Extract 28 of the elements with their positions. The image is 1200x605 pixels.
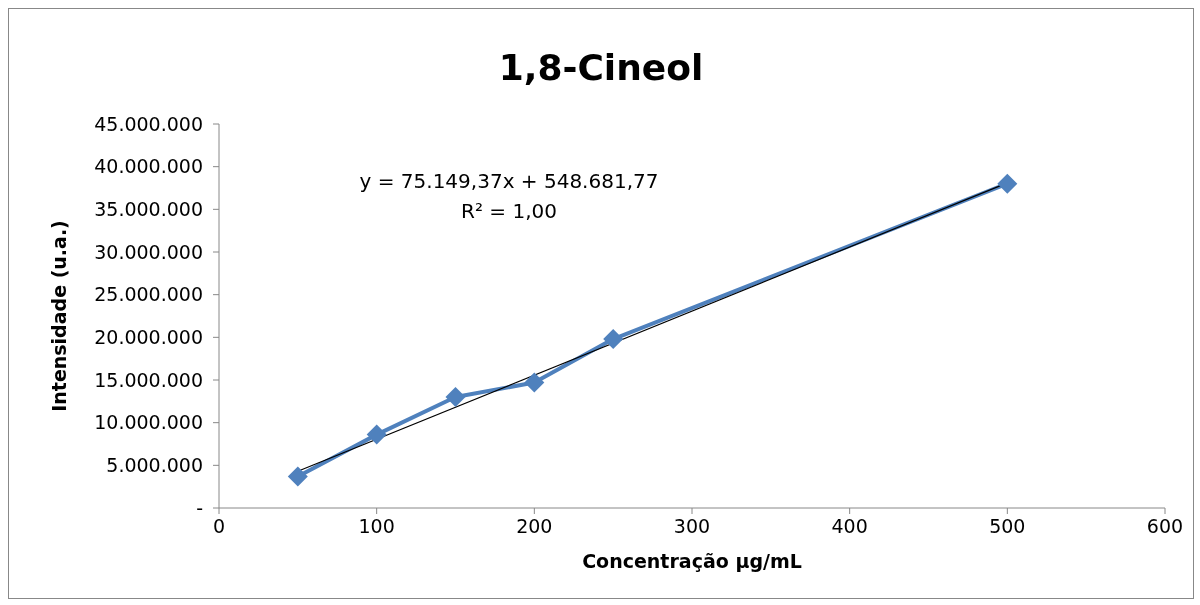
x-tick-label: 200 <box>516 515 553 538</box>
x-tick-label: 100 <box>358 515 395 538</box>
y-tick-label: - <box>196 496 203 519</box>
y-tick-label: 20.000.000 <box>94 326 203 349</box>
y-axis-title: Intensidade (u.a.) <box>47 220 70 412</box>
x-tick-label: 0 <box>212 515 226 538</box>
point <box>287 466 308 487</box>
y-tick-label: 5.000.000 <box>106 454 203 477</box>
y-tick-label: 45.000.000 <box>94 112 203 135</box>
x-tick-label: 400 <box>831 515 868 538</box>
annotation: R² = 1,00 <box>460 199 558 223</box>
y-tick-label: 30.000.000 <box>94 240 203 263</box>
y-tick-label: 10.000.000 <box>94 411 203 434</box>
annotation: y = 75.149,37x + 548.681,77 <box>358 169 660 193</box>
point <box>603 329 624 350</box>
point <box>524 372 545 393</box>
x-tick-label: 600 <box>1146 515 1184 538</box>
point <box>445 387 466 408</box>
y-tick-label: 15.000.000 <box>94 368 203 391</box>
x-tick-label: 500 <box>989 515 1026 538</box>
x-axis-title: Concentração µg/mL <box>582 550 802 572</box>
point <box>366 424 387 445</box>
y-tick-label: 40.000.000 <box>94 155 203 178</box>
x-tick-label: 300 <box>673 515 711 538</box>
point <box>997 173 1018 194</box>
y-tick-label: 35.000.000 <box>94 198 203 221</box>
y-tick-label: 25.000.000 <box>94 283 203 306</box>
chart-title: 1,8-Cineol <box>497 47 705 88</box>
